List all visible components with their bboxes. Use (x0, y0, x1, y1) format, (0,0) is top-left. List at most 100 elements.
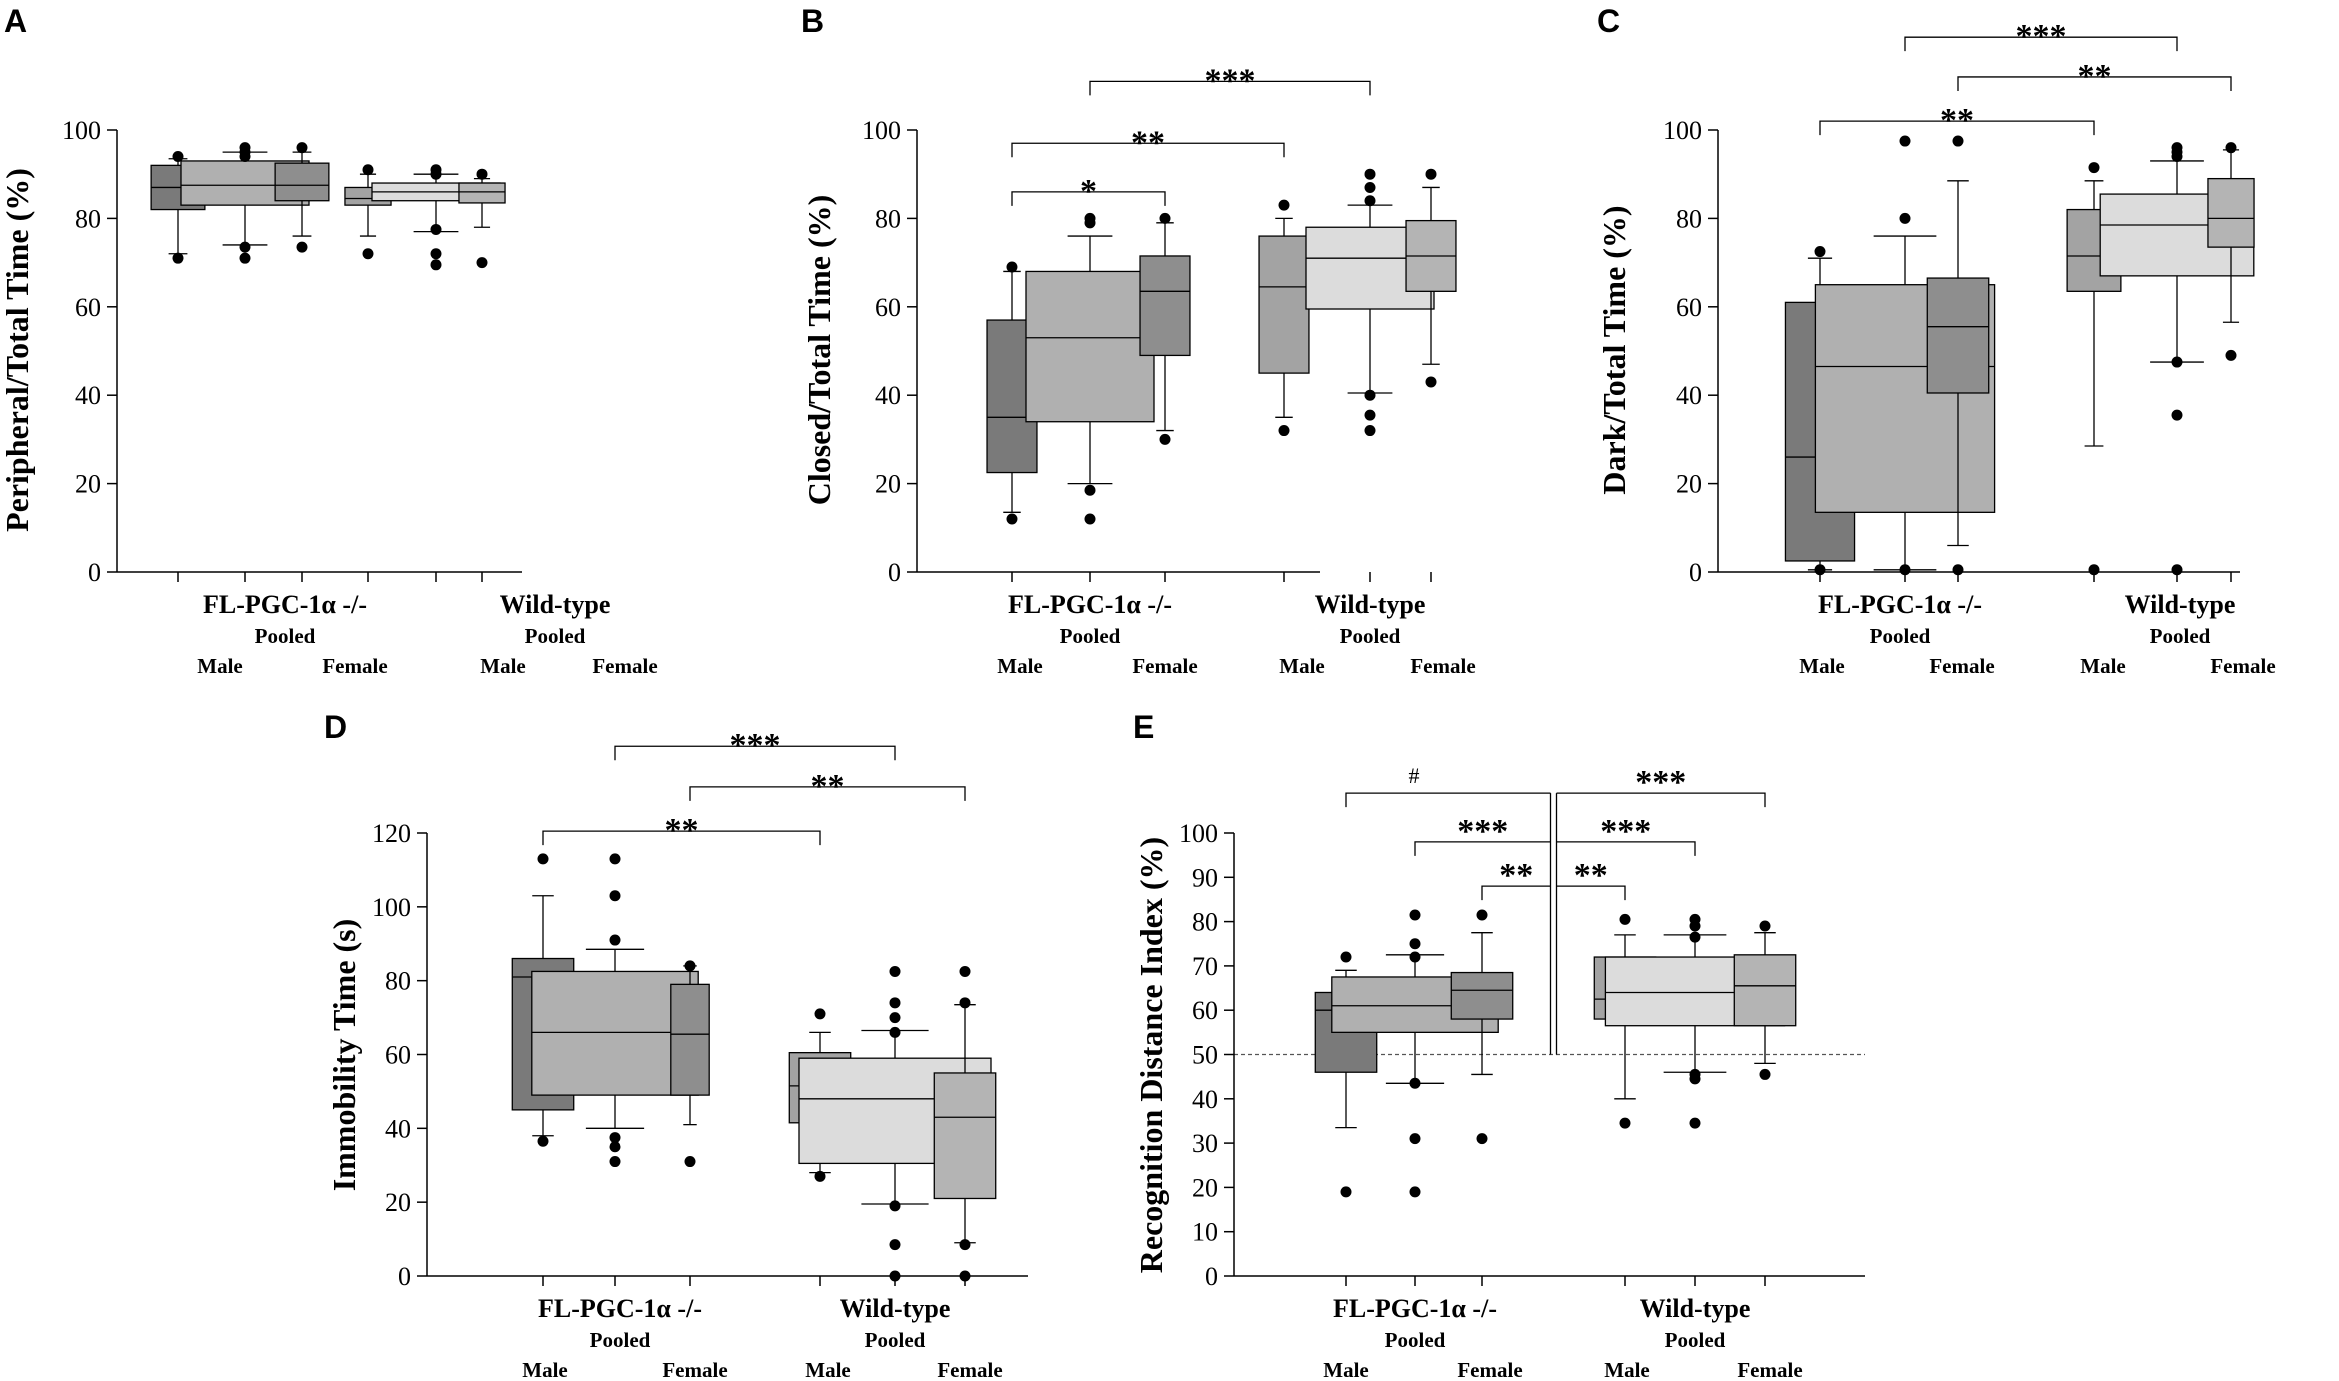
box-female-fl-pgc (1139, 212, 1191, 445)
y-tick-label: 100 (862, 116, 901, 145)
y-tick-label: 40 (1192, 1085, 1218, 1114)
outlier-point (1409, 1133, 1421, 1145)
box-female-wild-type (458, 168, 506, 269)
outlier-point (609, 1132, 621, 1144)
panel-B: B 0 20 40 60 80 100 Closed/Total Time (%) FL-PGC… (801, 3, 1476, 678)
significance-label: *** (1205, 62, 1256, 99)
significance-bracket (1345, 792, 1551, 808)
outlier-point (1899, 135, 1911, 147)
y-tick-label: 20 (75, 470, 101, 499)
y-tick-label: 100 (1179, 819, 1218, 848)
group-label: FL-PGC-1α -/- (538, 1294, 702, 1323)
significance-bracket (1556, 885, 1626, 901)
outlier-point (1084, 212, 1096, 224)
box-female-wild-type (1733, 920, 1797, 1080)
outlier-point (1619, 1117, 1631, 1129)
group-sub-label: Pooled (1870, 624, 1931, 648)
panel-D: D 0 20 40 60 80 100 120 Immobility Time (s) FL-PG… (324, 709, 1028, 1381)
outlier-point (1899, 212, 1911, 224)
outlier-point (1364, 181, 1376, 193)
outlier-point (1476, 909, 1488, 921)
y-tick-label: 100 (1663, 116, 1702, 145)
y-tick-label: 60 (875, 293, 901, 322)
outlier-point (239, 241, 251, 253)
significance-label: *** (1635, 764, 1686, 801)
y-tick-label: 120 (372, 819, 411, 848)
outlier-point (172, 151, 184, 163)
significance-bracket (1556, 792, 1766, 808)
group-sub-label: Pooled (1385, 1328, 1446, 1352)
y-axis-label: Closed/Total Time (%) (801, 195, 837, 506)
y-tick-label: 20 (1192, 1173, 1218, 1202)
panel-letter: C (1597, 3, 1620, 39)
y-axis-label: Peripheral/Total Time (%) (0, 168, 35, 532)
outlier-point (1619, 913, 1631, 925)
panel-E: E 0 10 20 30 40 50 60 70 80 90 100 Recognition Dista… (1133, 709, 1865, 1381)
box-female-wild-type (933, 965, 997, 1282)
significance-bracket (614, 745, 896, 761)
box-body (1733, 954, 1797, 1027)
group-label: FL-PGC-1α -/- (1008, 590, 1172, 619)
box-body (670, 983, 710, 1096)
significance-label: ** (1131, 124, 1165, 161)
outlier-point (1689, 1117, 1701, 1129)
significance-label: ** (665, 812, 699, 849)
group-label: FL-PGC-1α -/- (1818, 590, 1982, 619)
group-sub-label: Pooled (1060, 624, 1121, 648)
significance-label: * (1080, 173, 1097, 210)
y-tick-label: 90 (1192, 863, 1218, 892)
outlier-point (1159, 433, 1171, 445)
y-tick-label: 40 (1676, 381, 1702, 410)
outlier-point (609, 890, 621, 902)
outlier-point (430, 248, 442, 260)
box-pooled-fl-pgc (1025, 212, 1155, 525)
outlier-point (1689, 931, 1701, 943)
group-label: Wild-type (840, 1294, 951, 1323)
sex-label-male: Male (522, 1358, 567, 1381)
group-label: Wild-type (2125, 590, 2236, 619)
y-axis-label: Dark/Total Time (%) (1596, 205, 1632, 494)
box-female-fl-pgc (670, 960, 710, 1168)
y-tick-label: 60 (385, 1041, 411, 1070)
y-tick-label: 60 (1192, 996, 1218, 1025)
significance-label: ** (1574, 857, 1608, 894)
y-axis-label: Recognition Distance Index (%) (1133, 837, 1169, 1273)
y-tick-label: 80 (385, 967, 411, 996)
y-tick-label: 10 (1192, 1218, 1218, 1247)
outlier-point (362, 248, 374, 260)
outlier-point (1006, 513, 1018, 525)
box-body (1025, 270, 1155, 423)
y-tick-label: 0 (398, 1262, 411, 1291)
y-tick-label: 80 (1192, 908, 1218, 937)
significance-bracket (1904, 36, 2178, 52)
significance-label: *** (730, 727, 781, 764)
group-sub-label: Pooled (525, 624, 586, 648)
sex-label-female: Female (322, 654, 387, 678)
y-tick-label: 0 (1205, 1262, 1218, 1291)
sex-label-male: Male (480, 654, 525, 678)
outlier-point (1689, 1068, 1701, 1080)
y-tick-label: 80 (75, 204, 101, 233)
significance-label: *** (1600, 813, 1651, 850)
group-label: Wild-type (1640, 1294, 1751, 1323)
outlier-point (239, 252, 251, 264)
significance-bracket (1089, 80, 1371, 96)
sex-label-female: Female (1737, 1358, 1802, 1381)
y-tick-label: 40 (75, 381, 101, 410)
box-body (274, 162, 330, 202)
outlier-point (1340, 951, 1352, 963)
outlier-point (609, 853, 621, 865)
outlier-point (959, 997, 971, 1009)
outlier-point (1409, 1077, 1421, 1089)
outlier-point (1814, 246, 1826, 258)
sex-label-female: Female (937, 1358, 1002, 1381)
group-label: FL-PGC-1α -/- (203, 590, 367, 619)
y-tick-label: 30 (1192, 1129, 1218, 1158)
significance-label: ** (1940, 102, 1974, 139)
box-body (1450, 971, 1514, 1020)
significance-bracket (542, 830, 821, 846)
outlier-point (889, 997, 901, 1009)
panel-A: A 0 20 40 60 80 100 Peripheral/Total Time (%) FL… (0, 3, 658, 678)
significance-bracket (1011, 142, 1285, 158)
box-male-wild-type (1258, 199, 1310, 437)
